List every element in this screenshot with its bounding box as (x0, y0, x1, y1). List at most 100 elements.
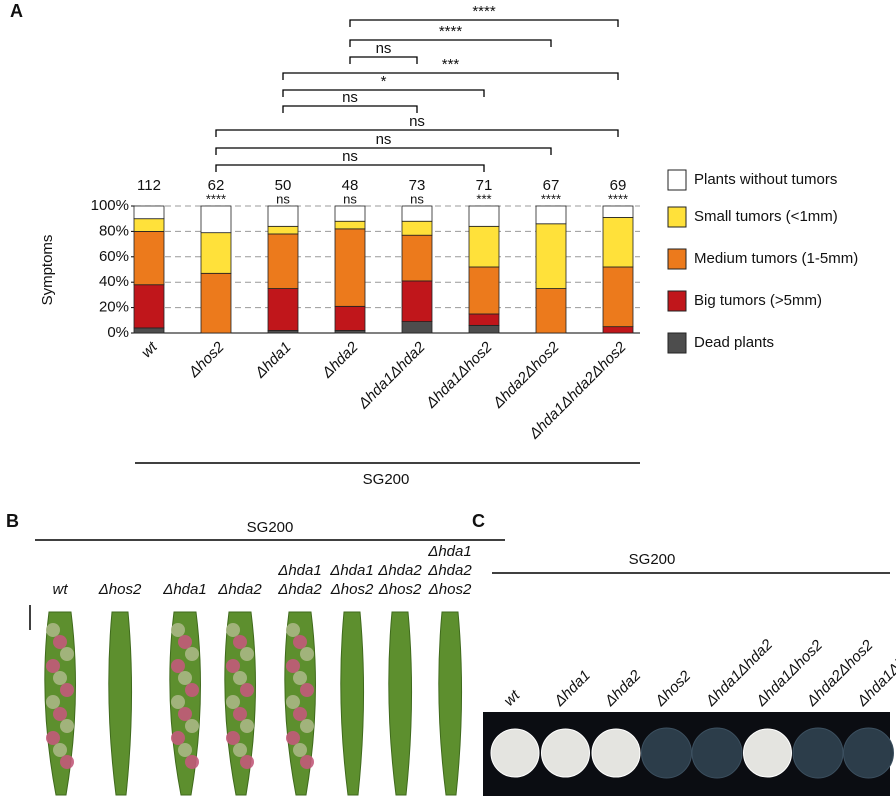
x-tick-label: Δhda1 (251, 339, 294, 382)
bar-segment (468, 225, 500, 268)
strain-label: Δhos2 (651, 667, 694, 710)
tumor (178, 707, 192, 721)
comparison-label: **** (439, 23, 463, 40)
tumor (286, 695, 300, 709)
tumor (293, 635, 307, 649)
bar-segment (133, 230, 165, 286)
colony (792, 727, 844, 779)
tumor (240, 647, 254, 661)
legend-label: Plants without tumors (694, 171, 837, 188)
tumor (300, 719, 314, 733)
bar-segment (334, 205, 366, 222)
x-tick-label: wt (138, 338, 161, 361)
comparison-bracket (282, 89, 485, 97)
comparison-label: *** (442, 56, 460, 73)
tumor (185, 755, 199, 769)
tumor (240, 719, 254, 733)
tumor (60, 647, 74, 661)
group-label: SG200 (363, 471, 410, 488)
bar-segment (468, 266, 500, 315)
leaf (388, 611, 413, 796)
panel-letter: C (472, 511, 485, 531)
tumor (46, 731, 60, 745)
significance-label: **** (206, 191, 226, 206)
tumor (233, 707, 247, 721)
bar-segment (602, 326, 634, 334)
bar-segment (334, 220, 366, 230)
bar-segment (468, 205, 500, 227)
tumor (171, 695, 185, 709)
bar-segment (401, 280, 433, 322)
strain-label: wt (501, 686, 524, 709)
comparison-bracket (215, 129, 619, 137)
bar-segment (200, 272, 232, 334)
strain-label: Δhos2 (98, 581, 142, 598)
count-label: 69 (610, 177, 627, 194)
tumor (46, 623, 60, 637)
y-tick-label: 40% (99, 273, 129, 290)
tumor (286, 731, 300, 745)
y-tick-label: 100% (91, 197, 129, 214)
comparison-bracket (215, 147, 552, 155)
count-label: 71 (476, 177, 493, 194)
comparison-bracket (215, 164, 485, 172)
bar-segment (133, 218, 165, 232)
strain-label: Δhda2 (377, 562, 422, 579)
count-label: 112 (137, 177, 161, 194)
bar-segment (267, 205, 299, 227)
legend-swatch (667, 206, 687, 228)
tumor (233, 635, 247, 649)
bar-segment (468, 313, 500, 326)
panel-letter: A (10, 1, 23, 21)
tumor (60, 683, 74, 697)
y-axis-label: Symptoms (39, 235, 56, 306)
strain-label: Δhda2 (217, 581, 262, 598)
bar-segment (535, 288, 567, 334)
comparison-bracket (282, 105, 418, 113)
bar-segment (133, 284, 165, 329)
bar-segment (602, 205, 634, 218)
y-tick-label: 80% (99, 222, 129, 239)
bar-segment (401, 205, 433, 222)
comparison-label: ns (409, 113, 425, 130)
bar-segment (133, 327, 165, 334)
tumor (226, 731, 240, 745)
y-tick-label: 60% (99, 248, 129, 265)
x-tick-label: Δhda1Δhos2 (422, 338, 496, 412)
significance-label: ns (276, 191, 290, 206)
comparison-label: ns (342, 89, 358, 106)
strain-label: Δhda2 (601, 666, 645, 710)
colony (490, 728, 540, 778)
strain-label: Δhda2 (277, 581, 322, 598)
colony (691, 727, 743, 779)
x-tick-label: Δhos2 (185, 338, 228, 381)
strain-label: Δhda1 (427, 543, 471, 560)
group-label: SG200 (247, 519, 294, 536)
group-label: SG200 (629, 551, 676, 568)
bar-segment (200, 232, 232, 274)
tumor (53, 671, 67, 685)
colony (843, 727, 894, 779)
strain-label: wt (53, 581, 69, 598)
legend-swatch (667, 290, 687, 312)
tumor (60, 755, 74, 769)
tumor (300, 755, 314, 769)
bar-segment (535, 223, 567, 289)
legend-swatch (667, 169, 687, 191)
tumor (240, 683, 254, 697)
x-tick-label: Δhda2 (318, 338, 362, 382)
comparison-bracket (349, 56, 418, 64)
tumor (226, 659, 240, 673)
tumor (171, 623, 185, 637)
comparison-label: **** (472, 3, 496, 20)
tumor (226, 695, 240, 709)
bar-segment (468, 324, 500, 334)
strain-label: Δhda1 (550, 667, 593, 710)
tumor (293, 743, 307, 757)
comparison-label: * (381, 73, 387, 90)
significance-label: ns (343, 191, 357, 206)
strain-label: Δhda2 (427, 562, 472, 579)
comparison-label: ns (376, 40, 392, 57)
legend-label: Medium tumors (1-5mm) (694, 250, 858, 267)
